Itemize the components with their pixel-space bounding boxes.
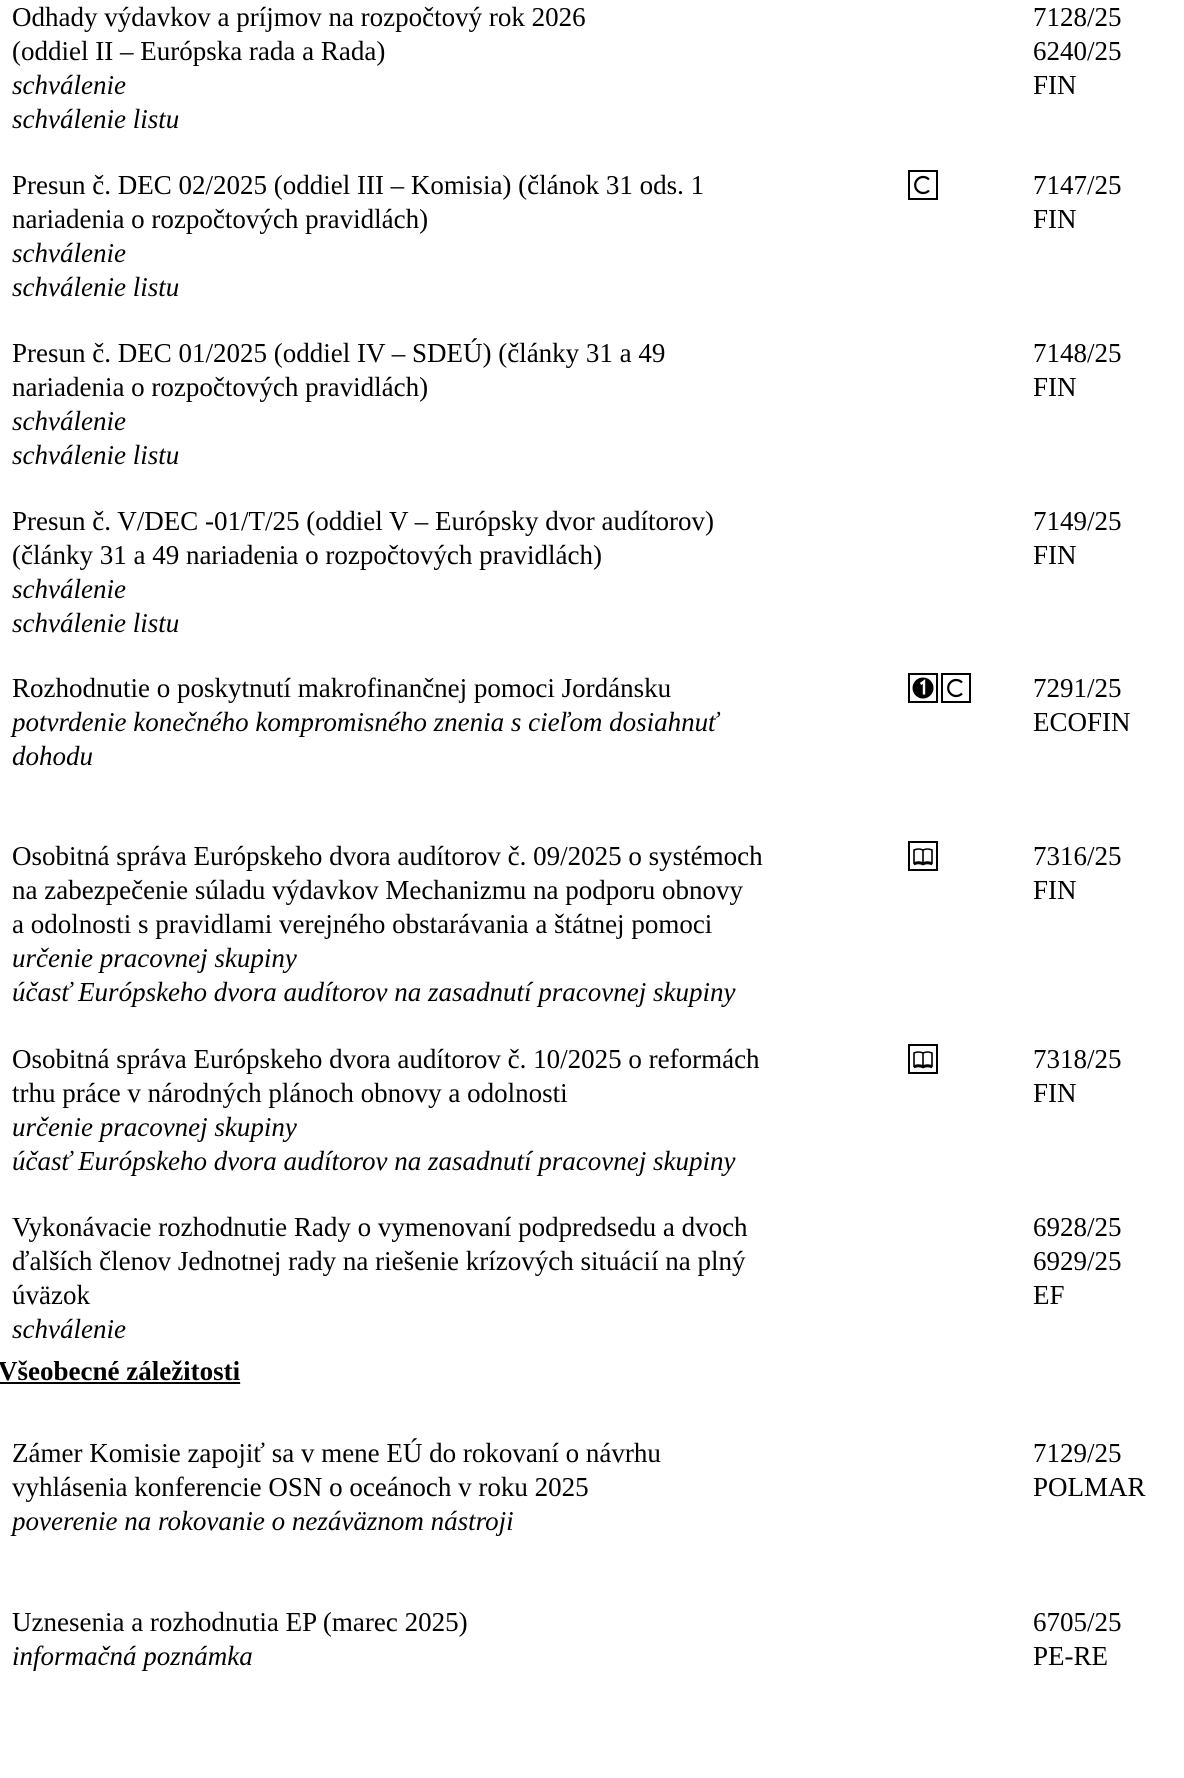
item-references: 6705/25 PE-RE: [1033, 1605, 1122, 1673]
item-reference: EF: [1033, 1280, 1065, 1310]
item-title-line: nariadenia o rozpočtových pravidlách): [12, 204, 429, 234]
item-title-line: (články 31 a 49 nariadenia o rozpočtovýc…: [12, 540, 603, 570]
item-references: 6928/25 6929/25 EF: [1033, 1210, 1122, 1312]
item-reference: 7129/25: [1033, 1438, 1122, 1468]
item-reference: POLMAR: [1033, 1472, 1146, 1502]
item-reference: 6240/25: [1033, 36, 1122, 66]
item-references: 7128/25 6240/25 FIN: [1033, 0, 1122, 102]
section-heading: Všeobecné záležitosti: [0, 1356, 241, 1386]
item-reference: 7318/25: [1033, 1044, 1122, 1074]
item-reference: FIN: [1033, 372, 1077, 402]
item-status-icons: [908, 170, 938, 200]
item-references: 7149/25 FIN: [1033, 504, 1122, 572]
item-title-line: Vykonávacie rozhodnutie Rady o vymenovan…: [12, 1212, 748, 1242]
item-reference: FIN: [1033, 875, 1077, 905]
item-reference: FIN: [1033, 540, 1077, 570]
c-box-icon: [908, 170, 938, 200]
item-title-line: Odhady výdavkov a príjmov na rozpočtový …: [12, 2, 586, 32]
item-action-note: účasť Európskeho dvora audítorov na zasa…: [12, 1146, 736, 1176]
item-action-note: schválenie: [12, 406, 126, 436]
item-action-note: schválenie listu: [12, 608, 180, 638]
item-title-line: Presun č. V/DEC -01/T/25 (oddiel V – Eur…: [12, 506, 714, 536]
c-box-icon: [941, 673, 971, 703]
item-status-icons: [908, 673, 971, 703]
item-title-line: ďalších členov Jednotnej rady na riešeni…: [12, 1246, 746, 1276]
number-one-box-icon: [908, 673, 938, 703]
item-action-note: schválenie listu: [12, 104, 180, 134]
item-status-icons: [908, 841, 938, 871]
item-title-line: Rozhodnutie o poskytnutí makrofinančnej …: [12, 673, 672, 703]
item-description: Presun č. DEC 01/2025 (oddiel IV – SDEÚ)…: [12, 336, 902, 472]
item-reference: 7316/25: [1033, 841, 1122, 871]
item-action-note: schválenie: [12, 238, 126, 268]
item-status-icons: [908, 1044, 938, 1074]
item-description: Vykonávacie rozhodnutie Rady o vymenovan…: [12, 1210, 902, 1346]
item-references: 7291/25 ECOFIN: [1033, 671, 1131, 739]
item-description: Presun č. V/DEC -01/T/25 (oddiel V – Eur…: [12, 504, 902, 640]
item-description: Zámer Komisie zapojiť sa v mene EÚ do ro…: [12, 1436, 902, 1538]
item-title-line: vyhlásenia konferencie OSN o oceánoch v …: [12, 1472, 589, 1502]
item-title-line: nariadenia o rozpočtových pravidlách): [12, 372, 429, 402]
item-action-note: schválenie listu: [12, 272, 180, 302]
item-reference: 7291/25: [1033, 673, 1122, 703]
item-reference: FIN: [1033, 1078, 1077, 1108]
item-reference: FIN: [1033, 70, 1077, 100]
item-action-note: dohodu: [12, 741, 93, 771]
item-reference: 6928/25: [1033, 1212, 1122, 1242]
item-reference: ECOFIN: [1033, 707, 1131, 737]
item-action-note: určenie pracovnej skupiny: [12, 1112, 297, 1142]
item-reference: PE-RE: [1033, 1641, 1109, 1671]
item-references: 7148/25 FIN: [1033, 336, 1122, 404]
open-book-icon: [908, 841, 938, 871]
item-action-note: schválenie: [12, 574, 126, 604]
item-title-line: Zámer Komisie zapojiť sa v mene EÚ do ro…: [12, 1438, 661, 1468]
item-description: Uznesenia a rozhodnutia EP (marec 2025) i…: [12, 1605, 902, 1673]
item-action-note: poverenie na rokovanie o nezáväznom nást…: [12, 1506, 514, 1536]
item-title-line: Uznesenia a rozhodnutia EP (marec 2025): [12, 1607, 468, 1637]
item-description: Presun č. DEC 02/2025 (oddiel III – Komi…: [12, 168, 902, 304]
item-title-line: a odolnosti s pravidlami verejného obsta…: [12, 909, 713, 939]
item-references: 7316/25 FIN: [1033, 839, 1122, 907]
item-title-line: trhu práce v národných plánoch obnovy a …: [12, 1078, 568, 1108]
open-book-icon: [908, 1044, 938, 1074]
item-action-note: informačná poznámka: [12, 1641, 253, 1671]
item-action-note: schválenie: [12, 70, 126, 100]
item-description: Osobitná správa Európskeho dvora audítor…: [12, 839, 902, 1009]
item-title-line: Osobitná správa Európskeho dvora audítor…: [12, 841, 763, 871]
item-references: 7318/25 FIN: [1033, 1042, 1122, 1110]
item-description: Osobitná správa Európskeho dvora audítor…: [12, 1042, 902, 1178]
item-reference: 7147/25: [1033, 170, 1122, 200]
item-action-note: určenie pracovnej skupiny: [12, 943, 297, 973]
item-reference: 6929/25: [1033, 1246, 1122, 1276]
item-action-note: účasť Európskeho dvora audítorov na zasa…: [12, 977, 736, 1007]
item-title-line: Presun č. DEC 02/2025 (oddiel III – Komi…: [12, 170, 705, 200]
item-references: 7147/25 FIN: [1033, 168, 1122, 236]
item-title-line: (oddiel II – Európska rada a Rada): [12, 36, 386, 66]
item-title-line: na zabezpečenie súladu výdavkov Mechaniz…: [12, 875, 744, 905]
item-reference: FIN: [1033, 204, 1077, 234]
item-description: Odhady výdavkov a príjmov na rozpočtový …: [12, 0, 902, 136]
item-action-note: schválenie listu: [12, 440, 180, 470]
item-reference: 7149/25: [1033, 506, 1122, 536]
item-action-note: potvrdenie konečného kompromisného zneni…: [12, 707, 718, 737]
item-reference: 7148/25: [1033, 338, 1122, 368]
item-references: 7129/25 POLMAR: [1033, 1436, 1146, 1504]
item-title-line: Osobitná správa Európskeho dvora audítor…: [12, 1044, 760, 1074]
item-description: Rozhodnutie o poskytnutí makrofinančnej …: [12, 671, 902, 773]
item-action-note: schválenie: [12, 1314, 126, 1344]
item-reference: 7128/25: [1033, 2, 1122, 32]
item-title-line: úväzok: [12, 1280, 90, 1310]
item-title-line: Presun č. DEC 01/2025 (oddiel IV – SDEÚ)…: [12, 338, 666, 368]
item-reference: 6705/25: [1033, 1607, 1122, 1637]
